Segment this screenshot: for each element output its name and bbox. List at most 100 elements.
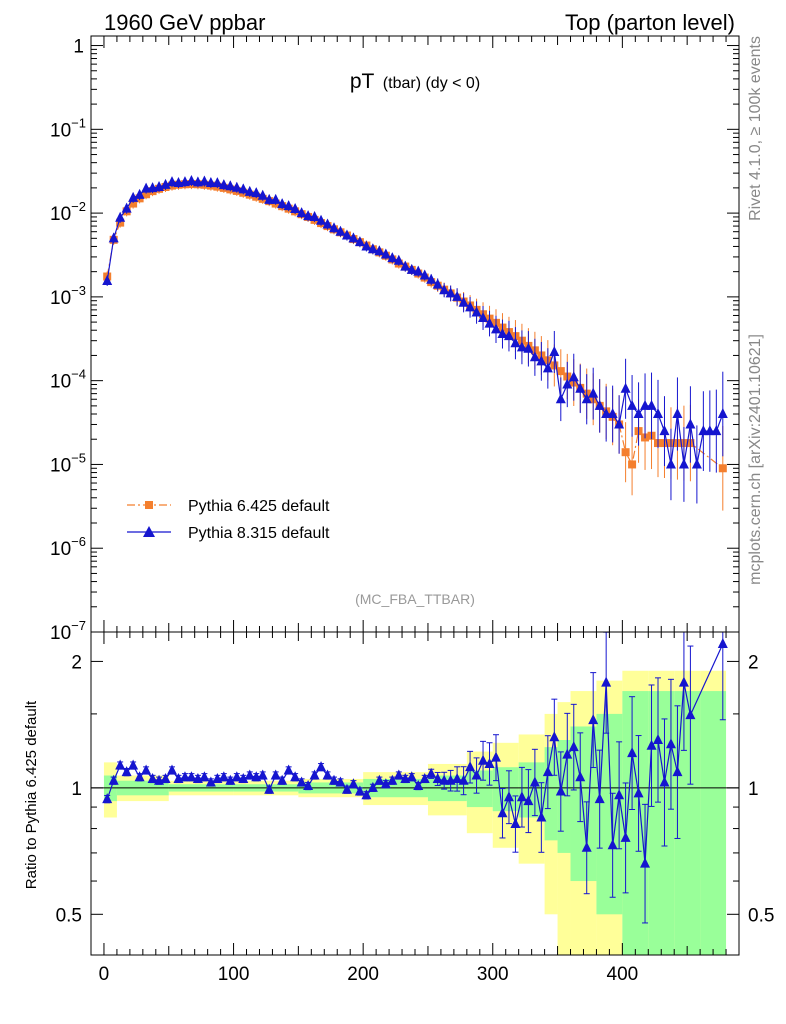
ratio-marker — [309, 769, 320, 780]
pythia8-marker — [387, 252, 398, 263]
legend-marker-triangle — [143, 526, 155, 537]
main-y-tick-label: 10−4 — [50, 367, 86, 393]
ratio-marker — [238, 772, 249, 783]
ratio-marker — [367, 781, 378, 792]
ratio-marker — [296, 776, 307, 787]
pythia8-marker — [400, 260, 411, 271]
ratio-marker — [607, 839, 618, 850]
pythia8-marker — [316, 214, 327, 225]
pythia8-marker — [445, 287, 456, 298]
ratio-marker — [244, 769, 255, 780]
ratio-band-layer — [103, 670, 727, 955]
ratio-marker — [205, 776, 216, 787]
pythia8-marker — [478, 311, 489, 322]
pythia8-marker — [471, 306, 482, 317]
legend-entry-pythia8: Pythia 8.315 default — [127, 525, 330, 542]
main-y-tick-label: 10−3 — [50, 283, 86, 309]
ratio-marker — [393, 769, 404, 780]
pythia8-marker — [186, 174, 197, 185]
pythia8-marker — [413, 265, 424, 276]
pythia8-marker — [393, 254, 404, 265]
main-ticks: 1 10−1 10−2 10−3 10−4 10−5 10−6 10−7 — [50, 36, 739, 644]
pythia8-marker — [322, 218, 333, 229]
pythia8-marker — [510, 337, 521, 348]
ratio-band-segment — [596, 713, 623, 915]
pythia8-marker — [503, 330, 514, 341]
pythia6-marker — [129, 199, 138, 208]
ratio-y-tick-label-left: 1 — [71, 779, 82, 800]
ratio-marker — [186, 771, 197, 782]
pythia8-marker — [426, 273, 437, 284]
pythia8-marker — [160, 178, 171, 189]
pythia8-marker — [218, 179, 229, 190]
pythia8-marker — [335, 225, 346, 236]
ratio-marker — [484, 757, 495, 768]
ratio-marker — [432, 772, 443, 783]
ratio-marker — [231, 771, 242, 782]
ratio-marker — [218, 771, 229, 782]
ratio-marker — [452, 772, 463, 783]
pythia6-marker — [628, 460, 637, 469]
ratio-marker — [510, 818, 521, 829]
ratio-y-tick-label-left: 0.5 — [56, 905, 82, 926]
ratio-marker — [627, 747, 638, 758]
pythia8-marker — [102, 274, 113, 285]
legend-label-pythia8: Pythia 8.315 default — [188, 525, 330, 542]
ratio-marker — [594, 793, 605, 804]
ratio-y-axis-label: Ratio to Pythia 6.425 default — [23, 700, 40, 889]
pythia8-marker — [354, 236, 365, 247]
ratio-y-tick-label-left: 2 — [71, 652, 82, 673]
pythia8-marker — [614, 418, 625, 429]
main-y-tick-label: 10−5 — [50, 450, 86, 476]
ratio-marker — [283, 764, 294, 775]
mcplots-source-label: mcplots.cern.ch [arXiv:2401.10621] — [747, 334, 764, 585]
pythia8-marker — [575, 382, 586, 393]
main-series-layer — [102, 174, 728, 511]
pythia8-marker — [419, 269, 430, 280]
pythia8-marker — [380, 248, 391, 259]
pythia8-marker — [367, 243, 378, 254]
ratio-series-layer — [102, 631, 728, 924]
ratio-marker — [672, 766, 683, 777]
main-y-tick-label: 10−7 — [50, 618, 86, 644]
main-plot-title: pT (tbar) (dy < 0) — [350, 70, 480, 93]
ratio-x-tick-label: 0 — [99, 964, 110, 985]
ratio-plot-panel: 0 100 200 300 400 0.5 0.5 1 1 2 2 Ratio to Pythia … — [23, 631, 774, 985]
main-plot-frame — [90, 35, 740, 633]
ratio-marker — [640, 857, 651, 868]
ratio-marker — [678, 676, 689, 687]
ratio-band-segment — [544, 747, 558, 841]
pythia8-marker — [134, 188, 145, 199]
pythia8-marker — [277, 198, 288, 209]
pythia8-marker — [115, 211, 126, 222]
ratio-marker — [329, 774, 339, 785]
pythia8-marker — [309, 210, 320, 221]
ratio-marker — [478, 754, 489, 765]
pythia8-marker — [225, 180, 236, 191]
pythia8-marker — [717, 408, 728, 419]
ratio-marker — [646, 739, 657, 750]
pythia8-marker — [588, 387, 599, 398]
pythia8-marker — [264, 193, 275, 204]
pythia8-marker — [406, 263, 417, 274]
pythia6-marker — [621, 448, 630, 457]
pythia8-marker — [516, 341, 527, 352]
pythia8-marker — [562, 378, 573, 389]
ratio-marker — [516, 791, 527, 802]
pythia8-marker — [659, 425, 670, 436]
ratio-marker — [601, 676, 612, 687]
pythia8-marker — [581, 393, 592, 404]
pythia8-marker — [283, 200, 294, 211]
ratio-marker — [685, 709, 696, 720]
ratio-marker — [225, 774, 236, 785]
pythia8-marker — [678, 458, 689, 469]
pythia8-marker — [594, 399, 605, 410]
ratio-marker — [419, 772, 430, 783]
ratio-x-tick-label: 400 — [607, 964, 639, 985]
pythia8-marker — [704, 425, 715, 436]
header-left: 1960 GeV ppbar — [104, 10, 265, 35]
ratio-marker — [380, 778, 391, 789]
pythia8-marker — [529, 351, 540, 362]
ratio-marker — [458, 774, 469, 785]
ratio-marker — [653, 733, 663, 744]
